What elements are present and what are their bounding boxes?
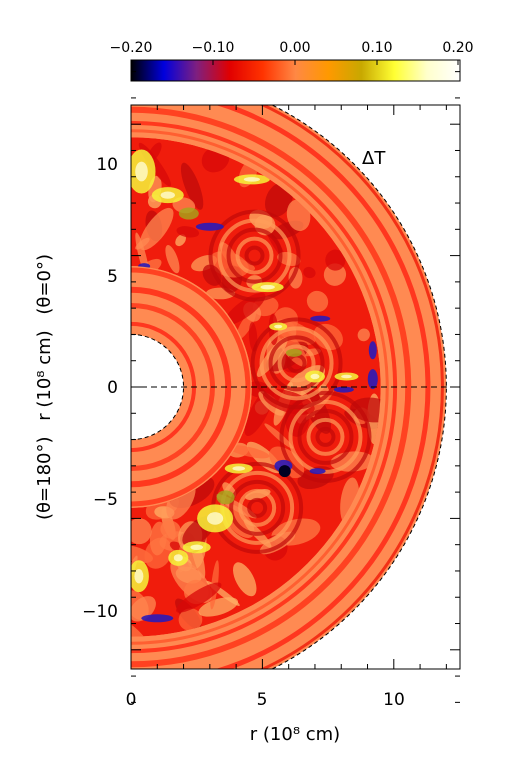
colorbar-tick-label: −0.10 xyxy=(192,40,235,56)
mixed-filament xyxy=(178,207,199,220)
field-band xyxy=(131,106,412,668)
vortex-ring xyxy=(288,399,363,474)
mixed-filament xyxy=(216,490,235,505)
vortex-ring xyxy=(229,479,286,536)
x-tick-labels: 0 5 10 xyxy=(126,690,405,710)
y-axis-title-north: (θ=0°) xyxy=(34,254,55,315)
field-patch xyxy=(176,226,200,238)
field-overlays xyxy=(131,105,450,669)
colorbar-tick-label: 0.10 xyxy=(361,40,392,56)
field-patch xyxy=(131,518,152,545)
vortex-ring xyxy=(277,344,316,383)
x-axis-title: r (10⁸ cm) xyxy=(250,724,340,745)
field-patch xyxy=(325,249,346,271)
field-patch xyxy=(176,582,222,613)
y-tick-label: −10 xyxy=(82,602,118,622)
cool-streak xyxy=(309,468,326,475)
field-patch xyxy=(149,521,167,556)
field-band xyxy=(131,105,431,669)
hot-core xyxy=(232,466,246,471)
colorbar-tick-label: 0.20 xyxy=(442,40,473,56)
x-tick-label: 5 xyxy=(257,690,268,710)
vortex-ring xyxy=(235,236,274,275)
field-patch xyxy=(198,597,239,617)
cool-streak xyxy=(310,315,331,322)
y-tick-label: 10 xyxy=(96,155,118,175)
cool-streak xyxy=(368,341,377,360)
field-patch xyxy=(131,619,149,637)
field-patch xyxy=(357,328,370,342)
field-band xyxy=(131,286,232,488)
vortex-ring xyxy=(208,209,301,302)
vortex-ring xyxy=(268,335,325,392)
colorbar-tick-label: 0.00 xyxy=(279,40,310,56)
field-patch xyxy=(135,237,150,250)
hot-core xyxy=(160,191,175,199)
hot-core xyxy=(243,177,260,182)
x-tick-label: 10 xyxy=(383,690,405,710)
y-axis-title: (θ=180°) r (10⁸ cm) (θ=0°) xyxy=(34,254,55,520)
y-tick-labels: −10 −5 0 5 10 xyxy=(82,155,118,622)
cool-streak xyxy=(195,222,224,231)
colorbar: −0.20 −0.10 0.00 0.10 0.20 xyxy=(110,40,474,82)
vortex-ring xyxy=(259,326,334,401)
hot-core xyxy=(310,373,320,380)
field-patch xyxy=(178,608,203,631)
field-patch xyxy=(131,545,153,564)
axis-ticks xyxy=(130,71,460,703)
hot-core xyxy=(190,544,203,551)
field-patch xyxy=(165,245,180,274)
field-patch xyxy=(175,234,186,247)
y-tick-label: 0 xyxy=(107,378,118,398)
mixed-filament xyxy=(285,348,302,357)
hot-core xyxy=(173,554,183,562)
cool-core xyxy=(278,465,291,478)
vortex-ring xyxy=(247,497,268,518)
field-patch xyxy=(264,423,294,449)
field-label: ΔT xyxy=(362,148,386,169)
hot-core xyxy=(341,374,352,379)
hot-core xyxy=(260,284,275,290)
plot-area xyxy=(131,105,450,669)
field-patch xyxy=(233,562,257,597)
y-axis-title-radius: r (10⁸ cm) xyxy=(34,330,55,420)
field-band xyxy=(131,129,389,645)
cool-streak xyxy=(367,369,378,390)
outer-boundary xyxy=(270,105,447,669)
vortex-ring xyxy=(238,488,277,527)
y-axis-title-south: (θ=180°) xyxy=(34,437,55,521)
vortex-ring xyxy=(226,227,283,284)
x-tick-label: 0 xyxy=(126,690,137,710)
y-tick-label: 5 xyxy=(107,267,118,287)
vortex-ring xyxy=(250,317,343,410)
vortex-ring xyxy=(315,426,336,447)
colorbar-tick-label: −0.20 xyxy=(110,40,153,56)
field-patch xyxy=(228,445,270,459)
y-tick-label: −5 xyxy=(93,490,118,510)
inner-boundary xyxy=(131,333,185,441)
vortex-ring xyxy=(279,390,372,483)
cool-streak xyxy=(333,386,354,393)
field-patch xyxy=(288,266,303,289)
vortex-ring xyxy=(217,218,292,293)
colorbar-ticks xyxy=(130,60,459,65)
field-patch xyxy=(180,162,204,210)
hot-core xyxy=(206,512,224,525)
field-band xyxy=(131,267,251,507)
field-patch xyxy=(303,266,316,279)
field-patch xyxy=(306,290,329,312)
field-patch xyxy=(350,397,381,423)
vortex-ring xyxy=(297,408,354,465)
vortex-ring xyxy=(244,245,265,266)
vortex-ring xyxy=(306,417,345,456)
hot-core xyxy=(134,569,144,584)
hot-core xyxy=(274,324,283,329)
hot-core xyxy=(135,161,148,182)
cool-streak xyxy=(141,614,174,623)
